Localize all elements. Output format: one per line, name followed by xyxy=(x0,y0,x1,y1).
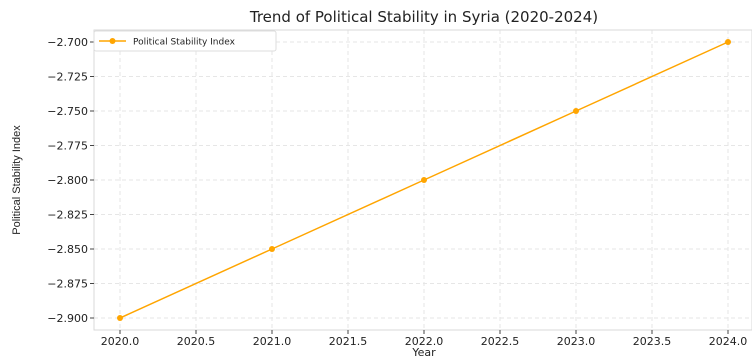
data-point xyxy=(573,108,579,114)
y-tick-label: −2.875 xyxy=(47,278,88,291)
y-axis-label: Political Stability Index xyxy=(11,125,23,235)
x-tick-label: 2021.5 xyxy=(329,335,368,348)
x-axis-label: Year xyxy=(411,346,436,359)
legend-box xyxy=(93,30,277,52)
x-tick-label: 2020.5 xyxy=(177,335,216,348)
x-tick-label: 2021.0 xyxy=(253,335,292,348)
x-tick-label: 2022.5 xyxy=(481,335,520,348)
x-tick-label: 2023.0 xyxy=(557,335,596,348)
data-point xyxy=(725,39,731,45)
y-tick-label: −2.750 xyxy=(47,105,88,118)
y-tick-label: −2.825 xyxy=(47,209,88,222)
x-tick-label: 2023.5 xyxy=(633,335,672,348)
y-tick-label: −2.900 xyxy=(47,312,88,325)
series-layer xyxy=(117,39,731,321)
x-tick-label: 2022.0 xyxy=(405,335,444,348)
y-tick-label: −2.725 xyxy=(47,71,88,84)
y-tick-label: −2.800 xyxy=(47,174,88,187)
legend-marker xyxy=(109,38,116,44)
chart-title: Trend of Political Stability in Syria (2… xyxy=(249,8,598,26)
data-point xyxy=(269,246,275,252)
x-tick-label: 2020.0 xyxy=(101,335,140,348)
y-tick-label: −2.850 xyxy=(47,243,88,256)
legend: Political Stability Index xyxy=(93,30,277,52)
x-tick-label: 2024.0 xyxy=(709,335,748,348)
y-tick-label: −2.775 xyxy=(47,140,88,153)
legend-label: Political Stability Index xyxy=(133,38,236,48)
data-point xyxy=(117,315,123,321)
y-axis: −2.900 −2.875 −2.850 −2.825 −2.800 −2.775 −2.7… xyxy=(47,36,94,325)
y-tick-label: −2.700 xyxy=(47,36,88,49)
data-point xyxy=(421,177,427,183)
x-axis: 2020.0 2020.5 2021.0 2021.5 2022.0 2022.5 2023… xyxy=(101,330,748,348)
